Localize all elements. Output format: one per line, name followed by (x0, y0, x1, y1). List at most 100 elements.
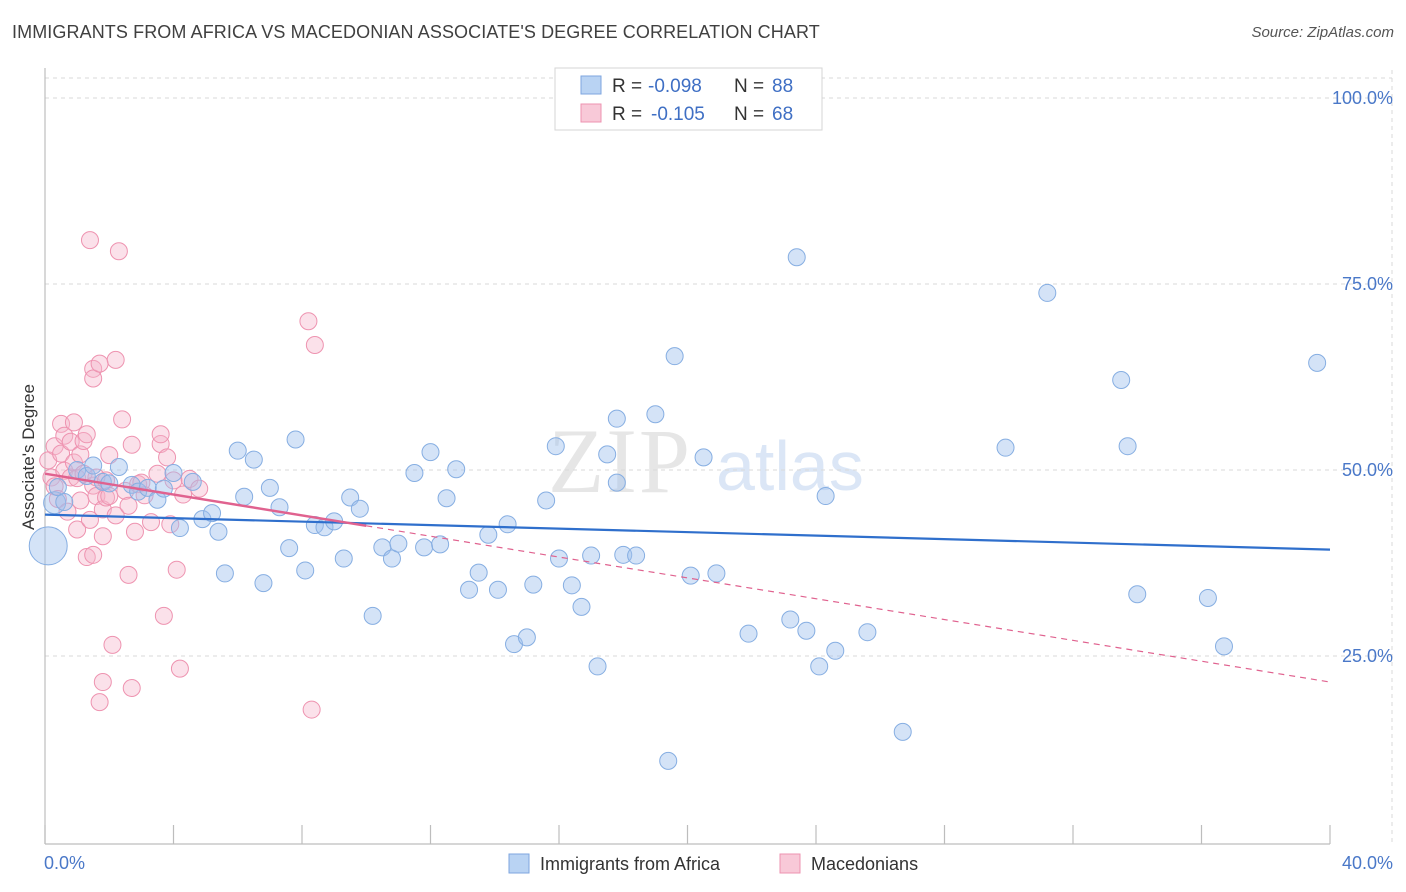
stats-legend-r-value-macedonians: -0.105 (651, 104, 705, 125)
africa-point (517, 628, 536, 647)
macedonians-point (64, 413, 83, 432)
africa-point (84, 456, 103, 475)
macedonians-point (93, 673, 112, 692)
africa-point (48, 478, 67, 497)
stats-legend-r-value-africa: -0.098 (648, 76, 702, 97)
macedonians-point (122, 678, 141, 697)
macedonians-point (148, 464, 167, 483)
africa-point (437, 489, 456, 508)
africa-point (582, 546, 601, 565)
macedonians-point (119, 565, 138, 584)
macedonians-point (305, 336, 324, 355)
africa-point (350, 499, 369, 518)
trendlines (44, 472, 1331, 683)
africa-point (546, 437, 565, 456)
stats-legend-n-label-macedonians: N = (734, 104, 764, 125)
macedonians-points (39, 231, 324, 719)
africa-point (1118, 437, 1137, 456)
africa-point (607, 473, 626, 492)
y-tick-label-25: 25.0% (1342, 646, 1393, 666)
africa-point (389, 534, 408, 553)
macedonians-point (190, 479, 209, 498)
africa-point (787, 248, 806, 267)
stats-legend-n-label-africa: N = (734, 76, 764, 97)
africa-point (498, 515, 517, 534)
africa-point (170, 519, 189, 538)
africa-point-large (43, 491, 67, 515)
africa-point (488, 580, 507, 599)
series-legend-label-africa: Immigrants from Africa (540, 854, 721, 874)
africa-point (614, 545, 633, 564)
series-legend-label-macedonians: Macedonians (811, 854, 918, 874)
africa-point (607, 409, 626, 428)
y-tick-labels: 25.0% 50.0% 75.0% 100.0% (1332, 88, 1393, 666)
stats-legend-r-label-africa: R = (612, 76, 642, 97)
macedonians-point (71, 445, 90, 464)
africa-point (235, 487, 254, 506)
africa-point (588, 657, 607, 676)
africa-point (816, 487, 835, 506)
africa-point (479, 525, 498, 544)
y-tick-label-50: 50.0% (1342, 460, 1393, 480)
macedonians-point (170, 659, 189, 678)
africa-point (55, 492, 74, 511)
africa-point (109, 458, 128, 477)
africa-point (598, 445, 617, 464)
africa-point (707, 564, 726, 583)
africa-point (254, 574, 273, 593)
x-tick-label-min: 0.0% (44, 853, 85, 873)
africa-point (215, 564, 234, 583)
macedonians-point (154, 606, 173, 625)
africa-point (665, 347, 684, 366)
x-tick-labels: 0.0% 40.0% (44, 853, 1393, 873)
y-axis-label: Associate's Degree (19, 384, 38, 530)
africa-point (1112, 370, 1131, 389)
macedonians-point (71, 491, 90, 510)
macedonians-point (52, 444, 71, 463)
source-label: Source: ZipAtlas.com (1251, 24, 1394, 41)
stats-legend-n-value-africa: 88 (772, 76, 793, 97)
africa-point (382, 549, 401, 568)
africa-point (627, 546, 646, 565)
africa-point (659, 751, 678, 770)
macedonians-point (167, 560, 186, 579)
watermark-atlas: atlas (716, 427, 864, 505)
africa-point (739, 624, 758, 643)
africa-point (572, 597, 591, 616)
macedonians-point (61, 432, 80, 451)
africa-point (460, 580, 479, 599)
africa-point (810, 657, 829, 676)
africa-point (797, 621, 816, 640)
africa-point (646, 405, 665, 424)
africa-point (1198, 588, 1217, 607)
macedonians-point (90, 693, 109, 712)
macedonians-point (151, 425, 170, 444)
africa-point (694, 448, 713, 467)
stats-legend-swatch-macedonians (580, 103, 602, 123)
macedonians-point (106, 350, 125, 369)
x-tick-label-max: 40.0% (1342, 853, 1393, 873)
africa-point (431, 535, 450, 554)
africa-point (858, 623, 877, 642)
africa-trendline (44, 513, 1331, 551)
africa-point (1214, 637, 1233, 656)
y-tick-label-100: 100.0% (1332, 88, 1393, 108)
africa-point (469, 563, 488, 582)
macedonians-point (158, 448, 177, 467)
africa-point (405, 463, 424, 482)
africa-point (1038, 283, 1057, 302)
macedonians-point (161, 515, 180, 534)
africa-point (447, 460, 466, 479)
africa-point-large (28, 526, 68, 566)
macedonians-trendline (44, 472, 367, 527)
africa-point (537, 491, 556, 510)
africa-point (334, 549, 353, 568)
macedonians-point (125, 522, 144, 541)
macedonians-point (68, 520, 87, 539)
africa-point (781, 610, 800, 629)
macedonians-point (119, 496, 138, 515)
stats-legend: R = -0.098 N = 88 R = -0.105 N = 68 (554, 67, 823, 131)
africa-point (286, 430, 305, 449)
africa-point (244, 450, 263, 469)
